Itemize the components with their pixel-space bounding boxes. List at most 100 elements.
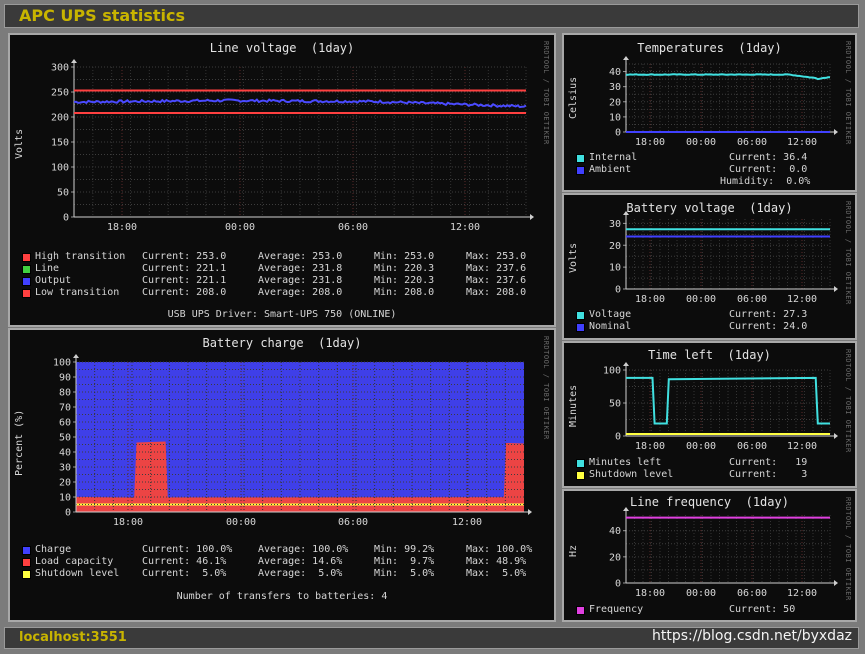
legend-swatch: [22, 265, 31, 274]
x-axis-arrow: [834, 286, 838, 292]
x-tick-label: 18:00: [635, 294, 665, 305]
battery-voltage-legend: Voltage Current: 27.3 Nominal Current: 24.0: [576, 309, 846, 333]
y-tick-label: 30: [59, 463, 71, 474]
legend-value: Current: 19: [729, 457, 808, 468]
x-axis-arrow: [834, 433, 838, 439]
battery-voltage-panel: Battery voltage (1day) Volts RRDTOOL / T…: [562, 193, 857, 340]
host-label: localhost:3551: [19, 630, 127, 645]
legend-swatch: [22, 253, 31, 262]
x-tick-label: 12:00: [450, 222, 480, 233]
y-tick-label: 100: [603, 366, 621, 377]
y-tick-label: 150: [51, 138, 69, 149]
y-tick-label: 50: [609, 399, 621, 410]
time-left-title: Time left (1day): [648, 348, 771, 362]
legend-label: Voltage: [589, 309, 632, 320]
x-tick-label: 18:00: [107, 222, 137, 233]
legend-swatch: [22, 289, 31, 298]
y-tick-label: 40: [59, 448, 71, 459]
legend-value: Min: 5.0%: [374, 568, 435, 579]
legend-row: Output Current: 221.1 Average: 231.8 Min: 2…: [22, 275, 552, 287]
legend-value: Max: 48.9%: [466, 556, 527, 567]
legend-row: Nominal Current: 24.0: [576, 321, 846, 333]
y-tick-label: 40: [609, 526, 621, 537]
legend-value: Average: 231.8: [258, 263, 343, 274]
status-bar: localhost:3551 https://blog.csdn.net/byx…: [4, 627, 859, 649]
legend-value: Current: 27.3: [729, 309, 808, 320]
legend-label: High transition: [35, 251, 126, 262]
legend-value: Average: 208.0: [258, 287, 343, 298]
line-voltage-plot: 300 250 200 150 100 50 0 18:00 00:00 06:00 12:00: [51, 59, 534, 233]
legend-value: Current: 5.0%: [142, 568, 227, 579]
legend-label: Charge: [35, 544, 72, 555]
temperatures-plot: 40 30 20 10 0 18:00 00:00 06:00 12:00: [609, 56, 838, 148]
legend-value: Current: 46.1%: [142, 556, 227, 567]
legend-label: Load capacity: [35, 556, 114, 567]
legend-label: Low transition: [35, 287, 120, 298]
x-tick-label: 00:00: [686, 137, 716, 148]
transfers-count: Number of transfers to batteries: 4: [176, 591, 388, 602]
x-tick-label: 00:00: [226, 517, 256, 528]
legend-value: Min: 253.0: [374, 251, 435, 262]
legend-value: Max: 253.0: [466, 251, 527, 262]
legend-value: Average: 253.0: [258, 251, 343, 262]
battery-charge-legend: Charge Current: 100.0% Average: 100.0% Min:…: [22, 544, 552, 580]
y-tick-label: 70: [59, 403, 71, 414]
x-tick-label: 06:00: [338, 222, 368, 233]
x-tick-label: 06:00: [338, 517, 368, 528]
legend-value: Current: 36.4: [729, 152, 808, 163]
legend-value: Current: 50: [729, 604, 796, 615]
legend-value: Max: 208.0: [466, 287, 527, 298]
y-tick-label: 20: [609, 97, 621, 108]
ups-driver-status: USB UPS Driver: Smart-UPS 750 (ONLINE): [167, 309, 397, 320]
legend-value: Average: 14.6%: [258, 556, 343, 567]
line-frequency-title: Line frequency (1day): [630, 495, 789, 509]
legend-row: Load capacity Current: 46.1% Average: 14.6…: [22, 556, 552, 568]
y-tick-label: 0: [615, 128, 621, 139]
legend-swatch: [22, 570, 31, 579]
legend-swatch: [22, 277, 31, 286]
x-tick-label: 06:00: [737, 137, 767, 148]
temperatures-legend: Internal Current: 36.4 Ambient Current: 0.0: [576, 152, 846, 176]
battery-charge-title: Battery charge (1day): [202, 336, 362, 350]
legend-swatch: [576, 606, 585, 615]
line-voltage-legend: High transition Current: 253.0 Average: 25…: [22, 251, 552, 299]
legend-value: Current: 100.0%: [142, 544, 233, 555]
legend-label: Minutes left: [589, 457, 662, 468]
legend-swatch: [576, 323, 585, 332]
y-tick-label: 0: [615, 285, 621, 296]
legend-value: Current: 253.0: [142, 251, 227, 262]
legend-swatch: [576, 459, 585, 468]
legend-label: Line: [35, 263, 60, 274]
legend-row: Voltage Current: 27.3: [576, 309, 846, 321]
legend-label: Shutdown level: [589, 469, 674, 480]
x-axis-arrow: [530, 214, 534, 220]
legend-value: Average: 100.0%: [258, 544, 349, 555]
temperatures-title: Temperatures (1day): [637, 41, 782, 55]
internal-temp-line: [625, 73, 830, 81]
legend-value: Current: 208.0: [142, 287, 227, 298]
y-tick-label: 0: [63, 213, 69, 224]
legend-value: Min: 99.2%: [374, 544, 435, 555]
y-tick-label: 10: [609, 263, 621, 274]
legend-value: Current: 221.1: [142, 263, 227, 274]
line-voltage-panel: Line voltage (1day) Volts RRDTOOL / TOBI…: [8, 33, 556, 327]
line-frequency-plot: 40 20 0 18:00 00:00 06:00 12:00: [609, 507, 838, 599]
y-tick-label: 300: [51, 63, 69, 74]
y-tick-label: 0: [615, 579, 621, 590]
minutes-left-line: [626, 376, 830, 425]
legend-swatch: [576, 154, 585, 163]
x-tick-label: 00:00: [225, 222, 255, 233]
legend-row: High transition Current: 253.0 Average: 25…: [22, 251, 552, 263]
legend-label: Nominal: [589, 321, 632, 332]
legend-value: Current: 3: [729, 469, 808, 480]
line-frequency-legend: Frequency Current: 50: [576, 604, 846, 616]
y-tick-label: 100: [53, 358, 71, 369]
x-tick-label: 06:00: [737, 588, 767, 599]
y-tick-label: 30: [609, 219, 621, 230]
legend-value: Average: 231.8: [258, 275, 343, 286]
y-tick-label: 20: [59, 478, 71, 489]
x-tick-label: 00:00: [686, 588, 716, 599]
legend-value: Min: 208.0: [374, 287, 435, 298]
legend-swatch: [576, 166, 585, 175]
